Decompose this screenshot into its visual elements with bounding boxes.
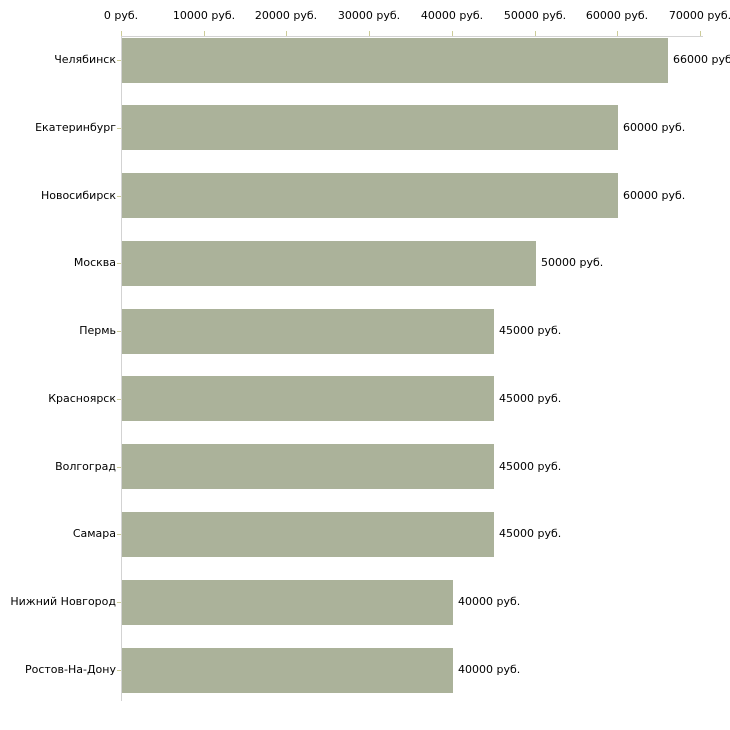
category-label: Красноярск: [48, 392, 116, 405]
x-axis-tick: [700, 31, 701, 36]
x-tick-label: 50000 руб.: [503, 9, 567, 22]
y-axis-tick: [117, 534, 121, 535]
bar: [122, 580, 453, 625]
bar: [122, 173, 618, 218]
x-axis-line: [121, 36, 703, 37]
value-label: 50000 руб.: [541, 256, 604, 269]
category-label: Волгоград: [55, 460, 116, 473]
y-axis-tick: [117, 467, 121, 468]
category-label: Самара: [72, 527, 116, 540]
bar: [122, 241, 536, 286]
bar: [122, 512, 494, 557]
x-axis-tick: [452, 31, 453, 36]
y-axis-tick: [117, 263, 121, 264]
value-label: 45000 руб.: [499, 527, 562, 540]
x-axis-tick: [204, 31, 205, 36]
value-label: 60000 руб.: [623, 189, 686, 202]
value-label: 40000 руб.: [458, 663, 521, 676]
value-label: 45000 руб.: [499, 392, 562, 405]
x-axis-tick: [535, 31, 536, 36]
value-label: 45000 руб.: [499, 460, 562, 473]
y-axis-tick: [117, 60, 121, 61]
y-axis-tick: [117, 602, 121, 603]
bar: [122, 38, 668, 83]
x-tick-label: 60000 руб.: [585, 9, 649, 22]
category-label: Пермь: [79, 324, 116, 337]
bar: [122, 105, 618, 150]
category-label: Нижний Новгород: [10, 595, 116, 608]
y-axis-tick: [117, 399, 121, 400]
x-tick-label: 0 руб.: [103, 9, 139, 22]
category-label: Екатеринбург: [35, 121, 116, 134]
x-axis-tick: [286, 31, 287, 36]
category-label: Москва: [73, 256, 116, 269]
y-axis-tick: [117, 670, 121, 671]
y-axis-tick: [117, 331, 121, 332]
x-tick-label: 40000 руб.: [420, 9, 484, 22]
category-label: Ростов-На-Дону: [24, 663, 116, 676]
x-axis-tick: [617, 31, 618, 36]
y-axis-tick: [117, 128, 121, 129]
value-label: 40000 руб.: [458, 595, 521, 608]
y-axis-tick: [117, 196, 121, 197]
value-label: 60000 руб.: [623, 121, 686, 134]
category-label: Новосибирск: [40, 189, 116, 202]
x-axis-tick: [121, 31, 122, 36]
x-tick-label: 10000 руб.: [172, 9, 236, 22]
bar: [122, 376, 494, 421]
x-tick-label: 20000 руб.: [254, 9, 318, 22]
value-label: 45000 руб.: [499, 324, 562, 337]
bar: [122, 309, 494, 354]
category-label: Челябинск: [54, 53, 116, 66]
x-axis-tick: [369, 31, 370, 36]
x-tick-label: 70000 руб.: [668, 9, 730, 22]
y-axis-line: [121, 36, 122, 701]
bar: [122, 648, 453, 693]
bar: [122, 444, 494, 489]
value-label: 66000 руб: [673, 53, 730, 66]
x-tick-label: 30000 руб.: [337, 9, 401, 22]
